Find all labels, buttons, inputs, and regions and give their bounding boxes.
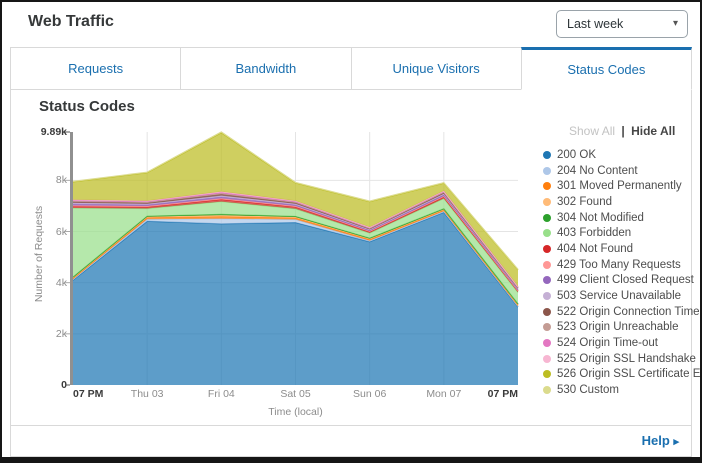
legend-label: 503 Service Unavailable	[557, 290, 681, 302]
legend-item-530-custom[interactable]: 530 Custom	[543, 382, 699, 398]
x-tick-label-sun-06-4: Sun 06	[353, 388, 386, 400]
legend-item-525-origin-ssl-handshake-error[interactable]: 525 Origin SSL Handshake Error	[543, 351, 699, 367]
legend-dot-530-custom	[543, 386, 551, 394]
x-axis-title: Time (local)	[73, 406, 518, 418]
legend-dot-304-not-modified	[543, 214, 551, 222]
legend-item-503-service-unavailable[interactable]: 503 Service Unavailable	[543, 288, 699, 304]
legend-item-523-origin-unreachable[interactable]: 523 Origin Unreachable	[543, 320, 699, 336]
legend-dot-526-origin-ssl-certificate-error	[543, 370, 551, 378]
legend-dot-522-origin-connection-time-out	[543, 308, 551, 316]
tab-requests[interactable]: Requests	[10, 47, 181, 90]
legend-item-499-client-closed-request[interactable]: 499 Client Closed Request	[543, 273, 699, 289]
legend-item-302-found[interactable]: 302 Found	[543, 194, 699, 210]
x-tick-label-thu-03-1: Thu 03	[131, 388, 164, 400]
x-tick-label-fri-04-2: Fri 04	[208, 388, 235, 400]
chevron-down-icon: ▾	[673, 18, 678, 29]
time-range-value: Last week	[567, 17, 623, 31]
legend-item-301-moved-permanently[interactable]: 301 Moved Permanently	[543, 178, 699, 194]
y-axis-ticks: 02k4k6k8k9.89k	[11, 132, 67, 385]
show-all-button[interactable]: Show All	[569, 124, 615, 138]
legend-divider: |	[621, 124, 624, 138]
tab-bandwidth[interactable]: Bandwidth	[180, 47, 351, 90]
tab-status-codes[interactable]: Status Codes	[521, 47, 692, 90]
stacked-area-chart[interactable]	[73, 132, 518, 385]
panel-title: Status Codes	[39, 98, 135, 115]
page-title: Web Traffic	[28, 13, 114, 31]
tab-bar: RequestsBandwidthUnique VisitorsStatus C…	[10, 47, 692, 90]
y-axis-line	[70, 132, 73, 385]
legend-label: 522 Origin Connection Time-out	[557, 306, 702, 318]
legend-label: 301 Moved Permanently	[557, 180, 682, 192]
status-codes-panel: Status Codes Number of Requests 02k4k6k8…	[10, 90, 692, 457]
legend-item-403-forbidden[interactable]: 403 Forbidden	[543, 225, 699, 241]
help-link[interactable]: Help ▸	[642, 433, 679, 448]
legend-label: 429 Too Many Requests	[557, 259, 681, 271]
legend-dot-302-found	[543, 198, 551, 206]
legend-item-204-no-content[interactable]: 204 No Content	[543, 163, 699, 179]
legend-dot-524-origin-time-out	[543, 339, 551, 347]
legend-dot-499-client-closed-request	[543, 276, 551, 284]
legend-item-200-ok[interactable]: 200 OK	[543, 147, 699, 163]
legend-dot-503-service-unavailable	[543, 292, 551, 300]
legend-label: 530 Custom	[557, 384, 619, 396]
area-200-ok[interactable]	[73, 212, 518, 385]
legend-dot-523-origin-unreachable	[543, 323, 551, 331]
legend-label: 302 Found	[557, 196, 612, 208]
help-label: Help	[642, 433, 670, 448]
time-range-select[interactable]: Last week ▾	[556, 10, 688, 38]
legend-label: 524 Origin Time-out	[557, 337, 658, 349]
legend-label: 526 Origin SSL Certificate Error	[557, 368, 702, 380]
legend-label: 304 Not Modified	[557, 212, 644, 224]
legend-item-404-not-found[interactable]: 404 Not Found	[543, 241, 699, 257]
legend-label: 499 Client Closed Request	[557, 274, 694, 286]
legend-item-429-too-many-requests[interactable]: 429 Too Many Requests	[543, 257, 699, 273]
panel-footer: Help ▸	[11, 425, 691, 456]
legend-label: 404 Not Found	[557, 243, 633, 255]
legend-dot-404-not-found	[543, 245, 551, 253]
legend-dot-200-ok	[543, 151, 551, 159]
web-traffic-window: Web Traffic Last week ▾ RequestsBandwidt…	[0, 0, 702, 463]
legend-label: 204 No Content	[557, 165, 638, 177]
tab-unique-visitors[interactable]: Unique Visitors	[351, 47, 522, 90]
x-tick-label-sat-05-3: Sat 05	[280, 388, 310, 400]
legend-label: 403 Forbidden	[557, 227, 631, 239]
legend-label: 523 Origin Unreachable	[557, 321, 678, 333]
legend-item-522-origin-connection-time-out[interactable]: 522 Origin Connection Time-out	[543, 304, 699, 320]
x-tick-label-mon-07-5: Mon 07	[426, 388, 461, 400]
legend-controls: Show All | Hide All	[569, 124, 699, 138]
legend-label: 200 OK	[557, 149, 596, 161]
help-arrow-icon: ▸	[673, 436, 679, 448]
y-tick-label-9-89k: 9.89k	[41, 126, 67, 138]
legend-dot-525-origin-ssl-handshake-error	[543, 355, 551, 363]
hide-all-button[interactable]: Hide All	[631, 124, 675, 138]
legend-dot-429-too-many-requests	[543, 261, 551, 269]
legend-dot-403-forbidden	[543, 229, 551, 237]
legend-list: 200 OK 204 No Content 301 Moved Permanentl…	[543, 147, 699, 398]
legend-item-526-origin-ssl-certificate-error[interactable]: 526 Origin SSL Certificate Error	[543, 367, 699, 383]
x-tick-label-07-pm-6: 07 PM	[488, 388, 518, 400]
legend-dot-301-moved-permanently	[543, 182, 551, 190]
legend-dot-204-no-content	[543, 167, 551, 175]
x-axis-ticks: 07 PM Thu 03 Fri 04 Sat 05 Sun 06 Mon 07 07 PM	[73, 388, 518, 402]
chart-legend: Show All | Hide All 200 OK 204 No Content…	[543, 124, 699, 398]
legend-label: 525 Origin SSL Handshake Error	[557, 353, 702, 365]
legend-item-304-not-modified[interactable]: 304 Not Modified	[543, 210, 699, 226]
legend-item-524-origin-time-out[interactable]: 524 Origin Time-out	[543, 335, 699, 351]
x-tick-label-07-pm-0: 07 PM	[73, 388, 103, 400]
